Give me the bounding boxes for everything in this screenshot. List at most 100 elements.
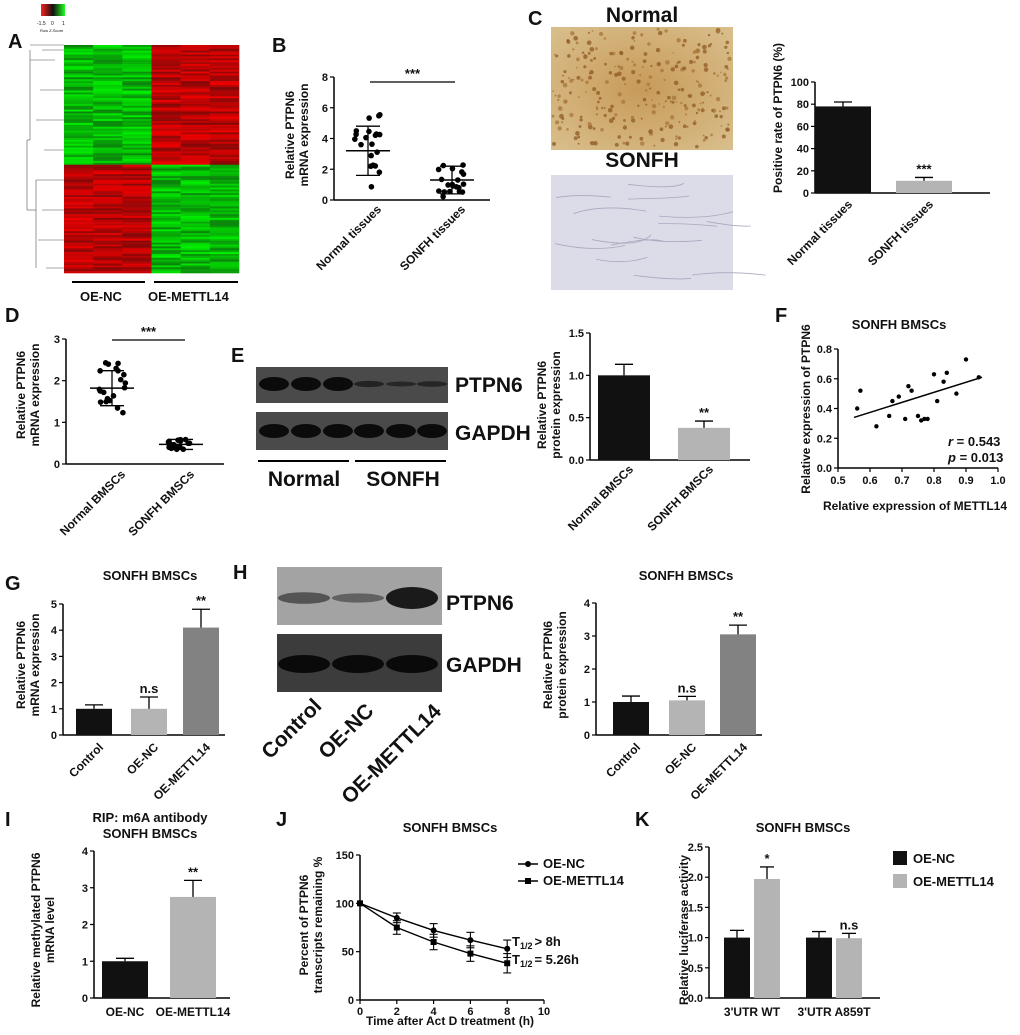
ihc-stain-dot — [610, 104, 614, 109]
y-tick-label: 1.0 — [569, 370, 584, 382]
heatmap-cell — [122, 54, 152, 57]
ihc-stain-dot — [673, 80, 679, 86]
x-tick-label: OE-METTL14 — [156, 1005, 231, 1019]
heatmap-cell — [180, 128, 211, 131]
ihc-stain-dot — [702, 49, 707, 54]
heatmap-cell — [151, 231, 181, 234]
heatmap-cell — [180, 217, 211, 221]
heatmap-cell — [180, 84, 211, 88]
data-point — [925, 416, 930, 422]
blot-label: PTPN6 — [446, 592, 514, 615]
heatmap-cell — [209, 98, 240, 101]
heatmap-cell — [180, 134, 211, 137]
ihc-stain-dot — [560, 121, 564, 124]
panel-label-f: F — [775, 305, 787, 327]
heatmap-cell — [122, 214, 152, 217]
ihc-stain-dot — [668, 124, 674, 129]
heatmap-cell — [93, 225, 123, 228]
heatmap-cell — [151, 117, 181, 120]
data-point — [440, 193, 446, 200]
heatmap-cell — [209, 271, 240, 274]
heatmap-cell — [151, 107, 181, 110]
data-point — [954, 391, 959, 396]
heatmap-cell — [209, 261, 240, 264]
heatmap-cell — [180, 71, 211, 74]
heatmap-cell — [180, 189, 211, 192]
y-tick-label: 0.0 — [688, 993, 703, 1005]
heatmap-cell — [64, 252, 94, 255]
ihc-image-sonfh — [551, 175, 733, 290]
y-tick-label: 0.0 — [569, 455, 584, 467]
heatmap-cell — [64, 166, 94, 169]
blot-band-ptpn6 — [291, 377, 321, 391]
heatmap-cell — [93, 157, 123, 160]
color-key-tick: -1.5 — [37, 21, 46, 27]
ihc-stain-dot — [592, 87, 597, 92]
ihc-stain-dot — [622, 125, 628, 130]
ihc-stain-dot — [727, 56, 732, 62]
heatmap-cell — [93, 56, 123, 59]
x-tick-label: SONFH tissues — [397, 202, 468, 273]
blot-band-ptpn6 — [386, 381, 416, 387]
heatmap-cell — [151, 46, 181, 50]
ihc-tissue-fiber — [658, 223, 718, 227]
heatmap-cell — [151, 198, 181, 202]
heatmap-cell — [64, 227, 94, 230]
panel-k: K SONFH BMSCs Relative luciferase activi… — [635, 809, 995, 1019]
y-tick-label: 5 — [51, 599, 57, 611]
y-tick-label: 4 — [51, 625, 58, 637]
color-key-title: Row Z-Score — [40, 28, 64, 33]
ihc-stain-dot — [675, 138, 678, 140]
heatmap-cell — [93, 115, 123, 118]
heatmap-cell — [93, 64, 123, 67]
heatmap-cell — [151, 248, 181, 251]
heatmap-cell — [122, 197, 152, 200]
heatmap-cell — [209, 242, 240, 245]
panel-label-b: B — [272, 35, 286, 57]
y-tick-label: 0.0 — [817, 463, 832, 475]
ihc-stain-dot — [718, 110, 722, 113]
heatmap-cell — [180, 79, 211, 82]
heatmap-cell — [180, 223, 211, 226]
ihc-stain-dot — [648, 75, 653, 79]
heatmap-cell — [180, 204, 211, 207]
heatmap-cell — [122, 261, 152, 264]
ihc-stain-dot — [631, 36, 635, 40]
heatmap-cell — [209, 164, 240, 167]
ihc-stain-dot — [646, 82, 650, 86]
heatmap-cell — [122, 244, 152, 247]
heatmap-cell — [122, 128, 152, 131]
data-point — [103, 398, 109, 405]
heatmap-cell — [64, 81, 94, 84]
panel-label-g: G — [5, 573, 21, 595]
heatmap-cell — [93, 151, 123, 154]
ihc-stain-dot — [697, 43, 701, 47]
heatmap-cell — [64, 229, 94, 232]
ihc-stain-dot — [651, 98, 654, 101]
heatmap-cell — [151, 250, 181, 253]
heatmap-cell — [209, 149, 240, 152]
heatmap-cell — [180, 126, 211, 129]
heatmap-cell — [64, 242, 94, 245]
x-tick-label: 6 — [467, 1006, 473, 1018]
heatmap-cell — [209, 136, 240, 139]
heatmap-cell — [209, 119, 240, 122]
heatmap-cell — [122, 96, 152, 99]
heatmap-cell — [64, 204, 94, 207]
ihc-stain-dot — [609, 51, 613, 56]
heatmap-cell — [151, 267, 181, 270]
heatmap-cell — [209, 81, 240, 84]
data-point — [460, 181, 467, 187]
heatmap-cell — [93, 246, 123, 249]
heatmap-cell — [64, 168, 94, 171]
ihc-stain-dot — [694, 48, 700, 54]
ihc-stain-dot — [598, 31, 604, 37]
y-tick-label: 0.4 — [817, 404, 833, 416]
heatmap-cell — [209, 130, 240, 133]
heatmap-cell — [122, 269, 152, 272]
heatmap-cell — [93, 170, 123, 173]
ihc-stain-dot — [583, 65, 587, 69]
heatmap-cell — [122, 113, 152, 116]
ihc-stain-dot — [575, 41, 579, 45]
data-point — [357, 900, 363, 907]
